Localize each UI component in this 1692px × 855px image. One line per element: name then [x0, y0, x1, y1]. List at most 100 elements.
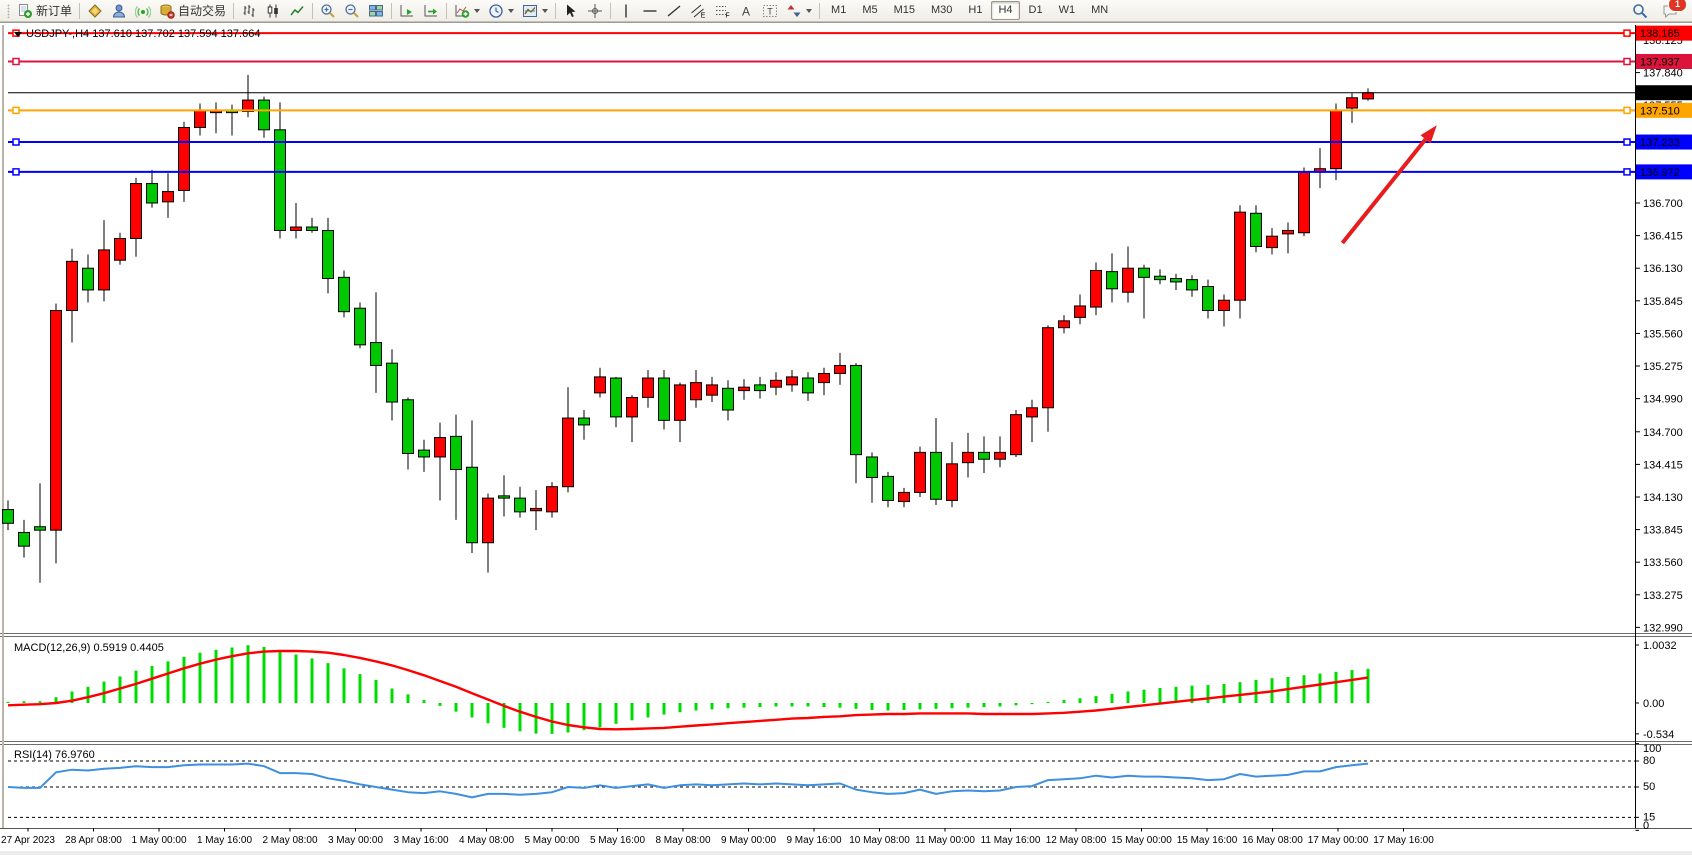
- svg-text:80: 80: [1643, 755, 1655, 767]
- crosshair-button[interactable]: [583, 0, 607, 21]
- cursor-button[interactable]: [559, 0, 583, 21]
- cursor-icon: [567, 4, 576, 17]
- periods-button[interactable]: [484, 0, 518, 21]
- line-handle[interactable]: [1623, 29, 1631, 37]
- tf-button-M1[interactable]: M1: [831, 4, 847, 16]
- trend-arrow[interactable]: [1340, 125, 1437, 245]
- svg-text:132.990: 132.990: [1643, 622, 1683, 634]
- chart-shift-icon: [424, 4, 438, 16]
- tile-windows-button[interactable]: [364, 0, 388, 21]
- candlestick-chart-button[interactable]: [261, 0, 285, 21]
- line-chart-button[interactable]: [285, 0, 309, 21]
- svg-text:50: 50: [1643, 781, 1655, 793]
- trendline-button[interactable]: [662, 0, 686, 21]
- shapes-button[interactable]: [782, 0, 816, 21]
- dropdown-caret: [806, 8, 813, 13]
- price-chart[interactable]: 138.125137.840137.555137.270136.985136.7…: [0, 22, 1692, 855]
- chart-shift-button[interactable]: [419, 0, 443, 21]
- horizontal-line-icon: [643, 9, 657, 12]
- tf-button-MN[interactable]: MN: [1091, 4, 1109, 16]
- svg-text:133.560: 133.560: [1643, 557, 1683, 569]
- line-handle[interactable]: [12, 106, 20, 115]
- horizontal-line-137.937[interactable]: 137.937: [8, 54, 1692, 70]
- indicators-button[interactable]: [450, 0, 484, 21]
- tf-button-H1[interactable]: H1: [968, 4, 983, 16]
- macd-histogram: [6, 645, 1370, 734]
- horizontal-line-137.510[interactable]: 137.510: [8, 102, 1692, 118]
- search-button[interactable]: [1628, 0, 1652, 21]
- zoom-in-icon: [321, 3, 335, 18]
- tf-button-M5[interactable]: M5: [862, 4, 878, 16]
- bar-chart-button[interactable]: [237, 0, 261, 21]
- svg-text:137.233: 137.233: [1640, 137, 1680, 149]
- horizontal-line-138.185[interactable]: 138.185: [8, 25, 1692, 41]
- svg-text:133.275: 133.275: [1643, 590, 1683, 602]
- line-handle[interactable]: [1623, 57, 1631, 66]
- auto-scroll-button[interactable]: [395, 0, 419, 21]
- tile-windows-icon: [369, 4, 384, 16]
- channel-button[interactable]: E: [686, 0, 710, 21]
- text-icon: A: [742, 4, 750, 18]
- svg-text:0: 0: [1643, 820, 1649, 832]
- vertical-line-button[interactable]: [614, 0, 638, 21]
- line-handle[interactable]: [12, 57, 20, 66]
- zoom-out-button[interactable]: [340, 0, 364, 21]
- label-icon: T: [763, 4, 778, 17]
- candles-layer: [2, 74, 1374, 583]
- svg-text:15: 15: [1643, 811, 1655, 823]
- templates-icon: [523, 4, 538, 17]
- line-handle[interactable]: [12, 138, 20, 146]
- svg-text:3 May 00:00: 3 May 00:00: [328, 835, 383, 846]
- svg-text:135.560: 135.560: [1643, 328, 1683, 340]
- templates-button[interactable]: [518, 0, 552, 21]
- new-order-button[interactable]: 新订单: [13, 0, 76, 21]
- auto-trading-button[interactable]: 自动交易: [155, 0, 230, 21]
- horizontal-line-137.233[interactable]: 137.233: [8, 134, 1692, 150]
- line-handle[interactable]: [1623, 106, 1631, 115]
- gold-icon: [88, 3, 102, 18]
- community-button[interactable]: [107, 0, 131, 21]
- vertical-line-icon: [625, 4, 627, 17]
- fibonacci-button[interactable]: F: [710, 0, 734, 21]
- tf-button-M30[interactable]: M30: [931, 4, 953, 16]
- svg-text:28 Apr 08:00: 28 Apr 08:00: [65, 835, 122, 846]
- label-button[interactable]: T: [758, 0, 782, 21]
- horizontal-line-136.972[interactable]: 136.972: [8, 164, 1692, 180]
- separator: [555, 2, 557, 19]
- line-handle[interactable]: [1623, 138, 1631, 146]
- signals-button[interactable]: [131, 0, 155, 21]
- tf-button-H4[interactable]: H4: [991, 1, 1020, 20]
- tf-button-W1[interactable]: W1: [1058, 4, 1076, 16]
- toolbar: 新订单 自动交易: [0, 0, 1692, 22]
- bar-chart-icon: [243, 4, 255, 17]
- svg-text:4 May 08:00: 4 May 08:00: [459, 835, 514, 846]
- svg-text:1 May 16:00: 1 May 16:00: [197, 835, 252, 846]
- svg-text:135.845: 135.845: [1643, 296, 1683, 308]
- svg-text:136.700: 136.700: [1643, 198, 1683, 210]
- svg-text:10 May 08:00: 10 May 08:00: [849, 835, 910, 846]
- text-button[interactable]: A: [734, 0, 758, 21]
- svg-text:17 May 16:00: 17 May 16:00: [1373, 835, 1434, 846]
- signal-icon: [135, 5, 152, 18]
- line-handle[interactable]: [1623, 168, 1631, 176]
- tf-button-D1[interactable]: D1: [1028, 4, 1043, 16]
- zoom-out-icon: [345, 3, 359, 18]
- svg-text:9 May 16:00: 9 May 16:00: [786, 835, 841, 846]
- toolbar-right: 1: [1628, 0, 1688, 21]
- line-handle[interactable]: [12, 168, 20, 176]
- horizontal-line-button[interactable]: [638, 0, 662, 21]
- deposit-button[interactable]: [83, 0, 107, 21]
- tf-button-M15[interactable]: M15: [893, 4, 915, 16]
- svg-text:134.990: 134.990: [1643, 394, 1683, 406]
- bid-price-line: 137.664: [8, 85, 1692, 101]
- svg-text:5 May 00:00: 5 May 00:00: [524, 835, 579, 846]
- separator: [446, 2, 448, 19]
- new-order-label: 新订单: [36, 4, 73, 18]
- svg-text:137.937: 137.937: [1640, 57, 1680, 69]
- separator: [819, 2, 821, 19]
- zoom-in-button[interactable]: [316, 0, 340, 21]
- svg-text:16 May 08:00: 16 May 08:00: [1242, 835, 1303, 846]
- notifications-button[interactable]: 1: [1658, 0, 1687, 21]
